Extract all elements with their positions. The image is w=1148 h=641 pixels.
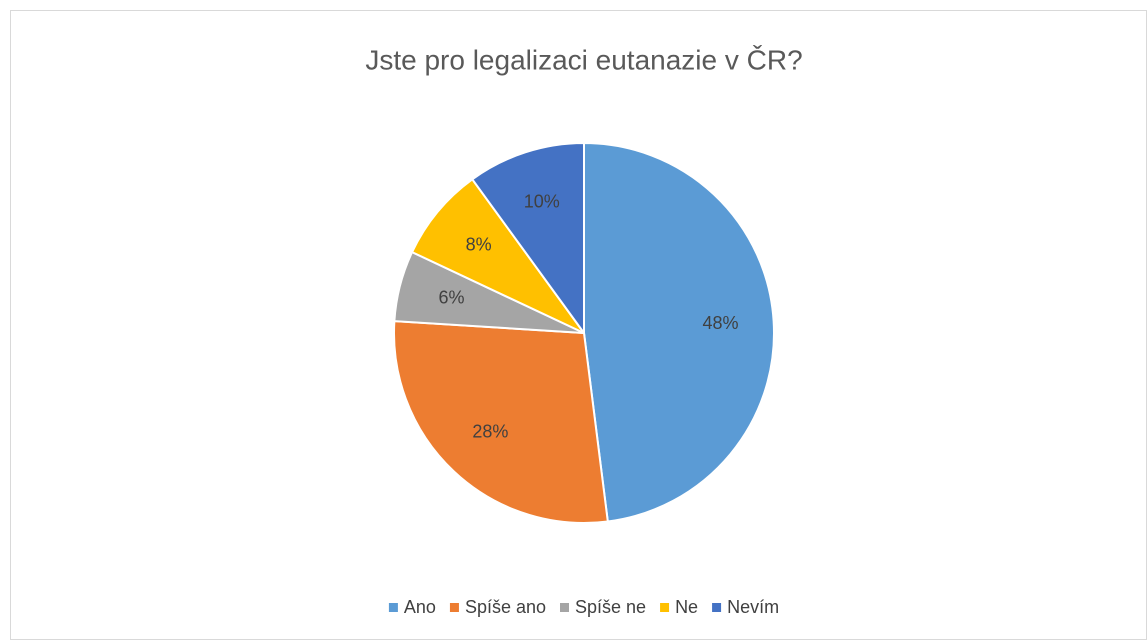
- legend-swatch: [388, 603, 398, 612]
- legend-label: Spíše ano: [465, 597, 546, 617]
- legend-swatch: [712, 603, 722, 612]
- legend-label: Ano: [404, 597, 436, 617]
- chart-title: Jste pro legalizaci eutanazie v ČR?: [365, 44, 802, 75]
- data-label: 28%: [472, 421, 508, 441]
- data-label: 10%: [524, 192, 560, 212]
- pie-slice: [393, 320, 609, 524]
- data-label: 6%: [438, 288, 464, 308]
- legend-label: Nevím: [727, 597, 779, 617]
- legend-label: Spíše ne: [575, 597, 646, 617]
- pie-slice: [583, 141, 776, 523]
- pie-slice: [470, 141, 585, 337]
- data-label: 48%: [703, 313, 739, 333]
- legend-swatch: [449, 603, 459, 612]
- legend-swatch: [560, 603, 569, 612]
- data-label: 8%: [466, 235, 492, 255]
- legend-swatch: [660, 603, 670, 612]
- legend-label: Ne: [675, 597, 698, 617]
- pie-slice: [410, 177, 585, 334]
